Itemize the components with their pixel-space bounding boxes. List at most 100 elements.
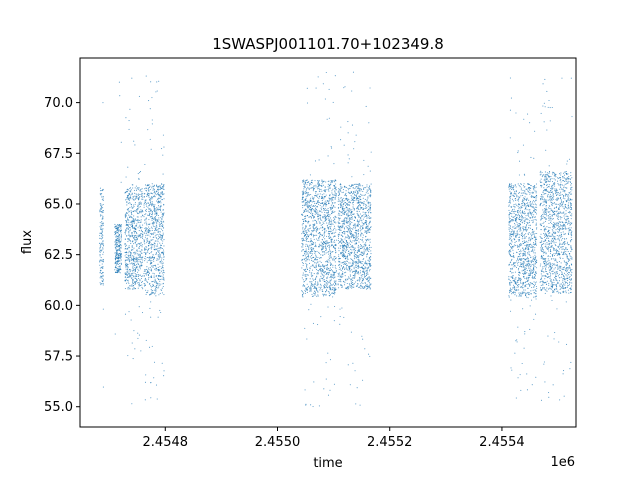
data-point — [157, 188, 159, 190]
data-point — [163, 245, 165, 247]
data-point — [357, 267, 359, 270]
data-point — [311, 233, 313, 235]
data-point — [119, 237, 121, 239]
data-point — [334, 202, 336, 204]
data-point — [353, 249, 356, 251]
data-point — [533, 230, 535, 232]
data-point — [307, 186, 309, 188]
data-point — [313, 242, 315, 244]
data-point — [324, 266, 326, 268]
data-point — [338, 226, 340, 228]
data-point — [325, 181, 327, 183]
data-point — [313, 229, 315, 231]
data-point — [159, 236, 161, 238]
data-point — [134, 201, 136, 204]
data-point — [140, 209, 142, 211]
data-point — [154, 289, 156, 291]
data-point — [315, 244, 317, 246]
data-point — [345, 230, 347, 233]
data-point — [356, 250, 358, 252]
data-point — [138, 247, 140, 249]
data-point — [360, 277, 362, 279]
data-point — [526, 283, 528, 286]
data-point — [128, 258, 130, 260]
data-point — [148, 205, 150, 207]
data-point — [367, 214, 369, 216]
data-point — [301, 277, 303, 279]
data-point — [356, 208, 358, 210]
data-point — [525, 193, 527, 195]
data-point — [134, 225, 136, 227]
data-point — [347, 187, 349, 189]
data-point — [356, 200, 358, 202]
data-point — [305, 262, 307, 264]
data-point — [305, 288, 307, 290]
data-point — [307, 256, 310, 258]
data-point — [370, 192, 372, 194]
data-point — [346, 207, 348, 209]
data-point — [303, 205, 305, 207]
data-point — [151, 281, 153, 283]
data-point — [321, 185, 323, 187]
data-point — [354, 255, 356, 257]
data-point — [127, 218, 129, 220]
data-point — [367, 272, 369, 274]
data-point — [345, 262, 347, 265]
data-point — [348, 288, 350, 290]
data-point — [534, 263, 536, 265]
data-point — [141, 190, 143, 193]
data-point — [347, 200, 349, 202]
data-point — [305, 231, 307, 233]
data-point — [126, 276, 128, 278]
data-point — [326, 277, 328, 279]
data-point — [368, 248, 370, 250]
data-point — [118, 263, 120, 265]
data-point — [302, 196, 304, 198]
data-point — [351, 185, 353, 187]
data-point — [367, 225, 369, 227]
data-point — [332, 258, 334, 260]
data-point — [324, 98, 326, 100]
data-point — [532, 258, 534, 260]
data-point — [348, 286, 350, 288]
data-point — [157, 250, 159, 252]
data-point — [309, 208, 311, 211]
data-point — [311, 205, 313, 207]
data-point — [119, 242, 121, 244]
data-point — [126, 201, 128, 204]
data-point — [324, 201, 326, 203]
data-point — [339, 276, 341, 278]
data-point — [158, 206, 160, 208]
data-point — [102, 247, 104, 249]
data-point — [314, 205, 317, 207]
data-point — [130, 216, 132, 218]
data-point — [154, 242, 156, 244]
data-point — [151, 214, 153, 216]
data-point — [311, 272, 313, 274]
data-point — [330, 263, 332, 265]
data-point — [318, 159, 320, 161]
data-point — [329, 255, 331, 257]
data-point — [153, 185, 155, 187]
data-point — [347, 198, 349, 200]
data-point — [149, 276, 151, 278]
data-point — [321, 289, 323, 291]
data-point — [140, 277, 142, 280]
data-point — [534, 252, 536, 254]
data-point — [326, 264, 328, 266]
data-point — [321, 273, 323, 275]
data-point — [301, 238, 303, 240]
data-point — [99, 272, 101, 274]
data-point — [149, 307, 151, 310]
data-point — [359, 254, 361, 256]
data-point — [365, 227, 367, 229]
data-point — [310, 232, 312, 234]
data-point — [158, 217, 160, 219]
data-point — [349, 286, 351, 288]
data-point — [319, 235, 321, 237]
data-point — [120, 255, 123, 257]
data-point — [328, 244, 330, 246]
data-point — [347, 253, 349, 255]
data-point — [141, 257, 143, 259]
data-point — [335, 222, 337, 224]
